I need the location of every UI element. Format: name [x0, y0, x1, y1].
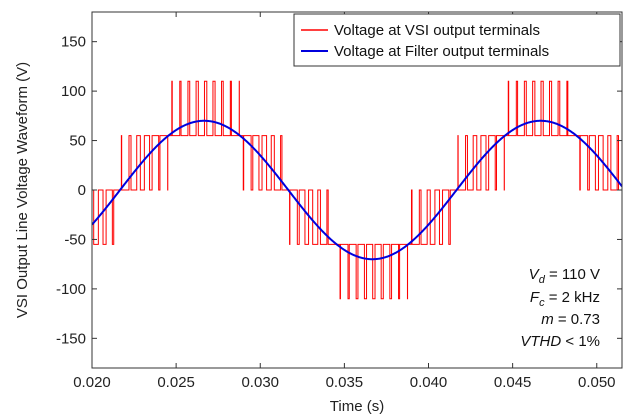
x-tick-label: 0.025	[157, 374, 195, 391]
x-tick-label: 0.050	[578, 374, 616, 391]
x-axis-label: Time (s)	[330, 398, 384, 415]
y-tick-label: -100	[56, 281, 86, 298]
y-tick-label: -150	[56, 330, 86, 347]
y-axis-label: VSI Output Line Voltage Waveform (V)	[14, 62, 31, 318]
legend-box	[293, 13, 621, 67]
annotation-text: Vd = 110 V	[529, 266, 600, 286]
series-filter-output-line	[92, 119, 622, 261]
annotation-text: m = 0.73	[541, 311, 600, 328]
annotation-text: VTHD < 1%	[520, 333, 600, 350]
x-tick-label: 0.045	[494, 374, 532, 391]
x-tick-label: 0.040	[410, 374, 448, 391]
y-tick-label: 50	[69, 133, 86, 150]
y-tick-label: 100	[61, 83, 86, 100]
series-vsi-output-line	[92, 80, 622, 300]
y-tick-label: 0	[78, 182, 86, 199]
y-tick-label: 150	[61, 34, 86, 51]
y-tick-label: -50	[64, 231, 86, 248]
x-tick-label: 0.020	[73, 374, 111, 391]
x-tick-label: 0.035	[326, 374, 364, 391]
x-tick-label: 0.030	[241, 374, 279, 391]
legend-label: Voltage at Filter output terminals	[334, 43, 549, 60]
legend-label: Voltage at VSI output terminals	[334, 22, 540, 39]
annotation-text: Fc = 2 kHz	[530, 289, 600, 309]
